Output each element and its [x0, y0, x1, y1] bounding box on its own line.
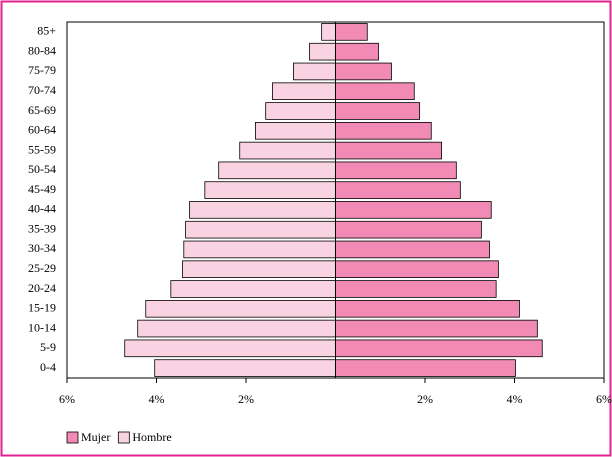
- legend-label: Mujer: [81, 430, 110, 444]
- legend-label: Hombre: [132, 430, 171, 444]
- bar: [335, 280, 497, 298]
- bar: [293, 62, 336, 81]
- y-tick-label: 5-9: [40, 340, 56, 354]
- bar: [335, 42, 379, 61]
- bar: [265, 102, 336, 120]
- y-tick-label: 55-59: [28, 142, 56, 156]
- bar: [218, 161, 336, 180]
- bar: [335, 62, 392, 81]
- x-tick-label: 4%: [507, 392, 523, 406]
- bar: [335, 121, 432, 140]
- y-tick-label: 85+: [37, 24, 56, 38]
- bar: [124, 339, 336, 358]
- bar: [145, 299, 336, 318]
- bar: [335, 102, 421, 120]
- x-tick-label: 6%: [596, 392, 612, 406]
- y-tick-label: 80-84: [28, 43, 56, 57]
- bar: [183, 240, 336, 259]
- bar: [170, 280, 336, 298]
- x-tick-label: 2%: [417, 392, 433, 406]
- y-tick-label: 70-74: [28, 83, 56, 97]
- legend-swatch: [66, 431, 79, 444]
- bar: [335, 319, 538, 338]
- bar: [335, 359, 516, 377]
- bar: [185, 220, 336, 239]
- bar: [189, 201, 336, 219]
- y-tick-label: 50-54: [28, 162, 56, 176]
- bar: [335, 220, 482, 239]
- bar: [335, 339, 543, 358]
- y-tick-label: 25-29: [28, 261, 56, 275]
- bar: [272, 82, 336, 101]
- bar: [137, 319, 336, 338]
- legend-swatch: [117, 431, 130, 444]
- y-tick-label: 0-4: [40, 360, 56, 374]
- bar: [321, 23, 336, 41]
- y-tick-label: 10-14: [28, 320, 56, 334]
- x-tick-label: 6%: [59, 392, 75, 406]
- bar: [335, 181, 461, 199]
- y-tick-label: 15-19: [28, 301, 56, 315]
- bar: [335, 260, 499, 279]
- bar: [254, 121, 336, 140]
- bar: [182, 260, 336, 279]
- bar: [154, 359, 336, 377]
- y-tick-label: 75-79: [28, 63, 56, 77]
- bar: [239, 141, 336, 160]
- y-tick-label: 45-49: [28, 182, 56, 196]
- bar: [309, 42, 336, 61]
- y-tick-label: 20-24: [28, 281, 56, 295]
- y-tick-label: 35-39: [28, 221, 56, 235]
- bar: [335, 201, 492, 219]
- bar: [335, 240, 490, 259]
- x-tick-label: 2%: [238, 392, 254, 406]
- bar: [335, 23, 368, 41]
- bar: [335, 161, 457, 180]
- bar: [204, 181, 336, 199]
- bar: [335, 299, 520, 318]
- y-tick-label: 40-44: [28, 202, 56, 216]
- y-tick-label: 30-34: [28, 241, 56, 255]
- x-tick-label: 4%: [149, 392, 165, 406]
- bar: [335, 82, 415, 101]
- bar: [335, 141, 442, 160]
- y-tick-label: 65-69: [28, 103, 56, 117]
- y-tick-label: 60-64: [28, 123, 56, 137]
